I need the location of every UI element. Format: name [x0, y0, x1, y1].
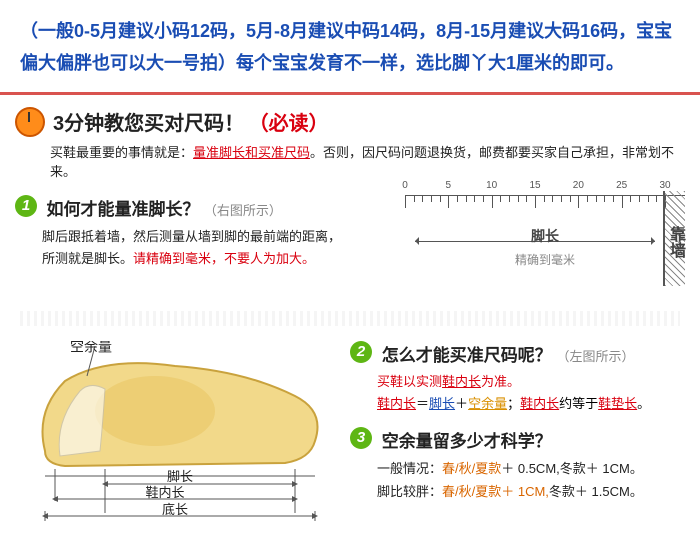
section-title: 3分钟教您买对尺码！ （必读）	[53, 107, 329, 136]
sole-len-label: 底长	[162, 502, 188, 517]
q2-inner2: 鞋内长	[520, 396, 559, 411]
q3-body: 一般情况：春/秋/夏款＋ 0.5CM,冬款＋ 1CM。 脚比较胖：春/秋/夏款＋…	[377, 457, 685, 504]
q2-q3-text: 2 怎么才能买准尺码呢？ （左图所示） 买鞋以实测鞋内长为准。 鞋内长＝脚长＋空…	[335, 341, 685, 521]
q3-title: 空余量留多少才科学？	[382, 432, 552, 451]
title-main: 3分钟教您买对尺码！	[53, 113, 244, 135]
subtitle-highlight: 量准脚长和买准尺码	[193, 145, 310, 160]
q2-spare: 空余量	[468, 396, 507, 411]
shoe-svg: 空余量 脚长 鞋内长 底长	[15, 341, 335, 521]
q2-foot: 脚长	[429, 396, 455, 411]
q1-note: （右图所示）	[204, 203, 282, 218]
badge-3: 3	[350, 427, 372, 449]
title-must-read: （必读）	[249, 113, 329, 135]
inner-len-label: 鞋内长	[145, 485, 184, 500]
foot-length-label: 脚长	[531, 226, 559, 246]
wall-label: 靠墙	[663, 226, 687, 258]
q3-l1-a2: ＋ 0.5CM,	[501, 461, 560, 476]
q2-approx: 约等于	[559, 396, 598, 411]
shoe-diagram: 空余量 脚长 鞋内长 底长	[15, 341, 335, 521]
subtitle-pre: 买鞋最重要的事情就是：	[50, 145, 193, 160]
q3-l2-pre: 脚比较胖：	[377, 484, 442, 499]
question-1-row: 1 如何才能量准脚长？ （右图所示） 脚后跟抵着墙，然后测量从墙到脚的最前端的距…	[0, 195, 700, 306]
section-title-row: 3分钟教您买对尺码！ （必读）	[0, 95, 700, 142]
q1-body2a: 所测就是脚长。	[42, 251, 133, 266]
q2-plus: ＋	[455, 396, 468, 411]
q3-l2-end: 。	[630, 484, 643, 499]
q1-title: 如何才能量准脚长？	[46, 200, 199, 219]
badge-1: 1	[15, 195, 37, 217]
q1-body1: 脚后跟抵着墙，然后测量从墙到脚的最前端的距离，	[42, 229, 341, 244]
q1-heading: 1 如何才能量准脚长？ （右图所示）	[15, 195, 395, 220]
q2-l1-post: 为准。	[481, 374, 520, 389]
top-recommendation-note: （一般0-5月建议小码12码，5月-8月建议中码14码，8月-15月建议大码16…	[0, 0, 700, 95]
q3-l1-pre: 一般情况：	[377, 461, 442, 476]
foot-length-sublabel: 精确到毫米	[515, 251, 575, 268]
question-2-3-row: 空余量 脚长 鞋内长 底长 2 怎么才能买准尺码呢？ （左图所示） 买鞋以实测鞋…	[0, 331, 700, 531]
q3-l1-b: 冬款＋ 1CM	[560, 461, 630, 476]
badge-2: 2	[350, 341, 372, 363]
ruler-ticks: 051015202530	[405, 196, 665, 211]
q3-heading: 3 空余量留多少才科学？	[350, 427, 685, 452]
q2-inner: 鞋内长	[377, 396, 416, 411]
q1-body: 脚后跟抵着墙，然后测量从墙到脚的最前端的距离， 所测就是脚长。请精确到毫米，不要…	[42, 226, 395, 270]
q2-heading: 2 怎么才能买准尺码呢？ （左图所示）	[350, 341, 685, 366]
q3-l2-a: 春/秋/夏款＋ 1CM,	[442, 484, 549, 499]
q2-note: （左图所示）	[556, 349, 634, 364]
shoe-opening	[95, 376, 215, 446]
q3-l2-b: 冬款＋ 1.5CM	[549, 484, 630, 499]
q2-l1-pre: 买鞋以实测	[377, 374, 442, 389]
q2-title: 怎么才能买准尺码呢？	[382, 346, 552, 365]
q1-body2-red: 请精确到毫米，不要人为加大。	[133, 251, 315, 266]
foot-len-label: 脚长	[167, 469, 193, 484]
q2-insole: 鞋垫长	[598, 396, 637, 411]
q1-text-block: 1 如何才能量准脚长？ （右图所示） 脚后跟抵着墙，然后测量从墙到脚的最前端的距…	[15, 195, 405, 270]
q2-end: 。	[637, 396, 650, 411]
divider	[20, 311, 680, 326]
ruler-diagram: 051015202530 靠墙 脚长 精确到毫米	[405, 195, 685, 286]
clock-icon	[15, 107, 45, 137]
q3-l1-end: 。	[630, 461, 643, 476]
spare-label: 空余量	[70, 341, 112, 354]
q3-l1-a: 春/秋/夏款	[442, 461, 501, 476]
q2-formula: 买鞋以实测鞋内长为准。 鞋内长＝脚长＋空余量；鞋内长约等于鞋垫长。	[377, 371, 685, 415]
q2-l1-red: 鞋内长	[442, 374, 481, 389]
q2-eq: ＝	[416, 396, 429, 411]
subtitle: 买鞋最重要的事情就是：量准脚长和买准尺码。否则，因尺码问题退换货，邮费都要买家自…	[0, 142, 700, 195]
q2-sep: ；	[507, 396, 520, 411]
